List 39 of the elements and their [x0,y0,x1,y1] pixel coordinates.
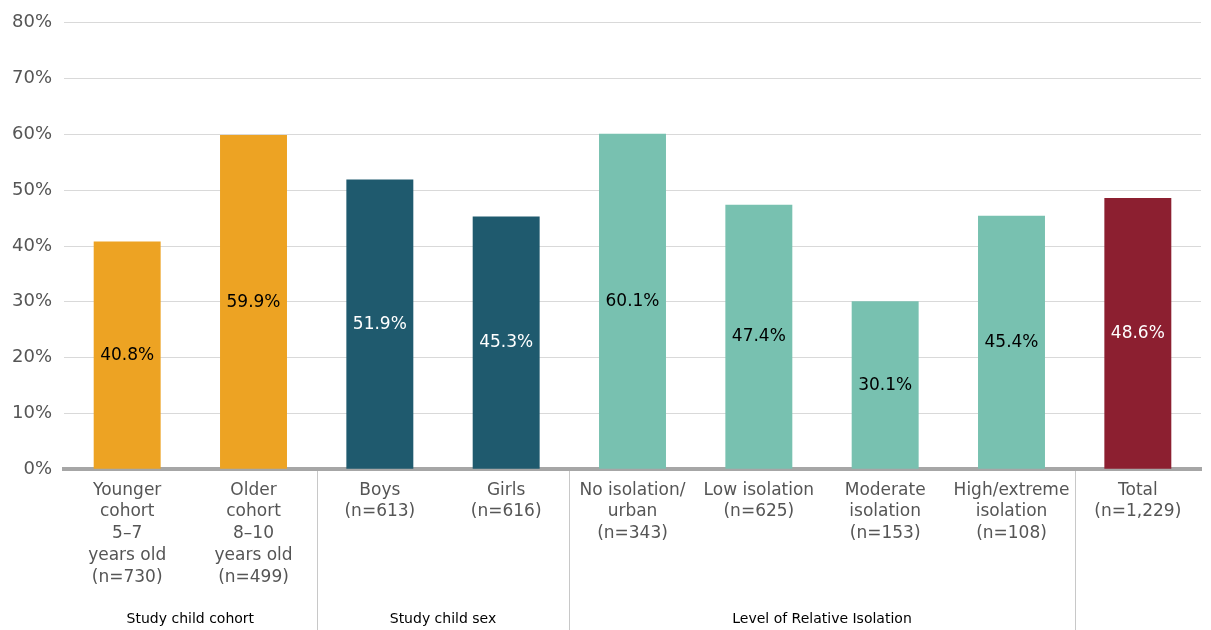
y-tick-label: 50% [11,177,53,199]
y-tick-label: 10% [11,401,53,423]
text: Level of Relative Isolation [732,610,912,626]
bar [725,204,793,469]
y-tick-label: 80% [11,10,53,32]
x-tick-label: Girls (n=616) [470,478,542,521]
x-tick-label: Boys (n=613) [344,478,416,521]
y-tick-label: 40% [11,233,53,255]
data-label: 47.4% [731,325,786,346]
y-tick-label: 0% [23,456,53,478]
text: Study child sex [389,610,497,626]
y-tick-label: 20% [11,345,53,367]
bar [220,134,287,469]
bar [93,241,161,469]
data-label: 45.4% [984,330,1039,351]
data-label: 59.9% [226,290,281,311]
y-tick-label: 30% [11,289,53,311]
bar [599,133,666,469]
bar [346,179,414,469]
y-tick-label: 60% [11,122,53,144]
x-tick-label: Younger cohort 5–7 years old (n=730) [88,478,167,586]
bar [851,301,919,469]
x-tick-label: No isolation/ urban (n=343) [579,478,686,543]
data-label: 51.9% [352,312,407,333]
data-label: 45.3% [479,331,534,352]
bar [978,215,1045,469]
data-label: 48.6% [1110,322,1165,343]
x-tick-label: Older cohort 8–10 years old (n=499) [214,478,293,586]
x-tick-label: Total (n=1,229) [1094,478,1182,521]
data-label: 40.8% [100,343,155,364]
data-label: 60.1% [605,289,660,310]
bar [472,216,540,469]
text: Study child cohort [126,610,255,626]
y-tick-label: 70% [11,66,53,88]
bar [1104,198,1172,469]
data-label: 30.1% [858,373,913,394]
x-tick-label: Moderate isolation (n=153) [844,478,926,543]
x-tick-label: High/extreme isolation (n=108) [953,478,1070,543]
x-tick-label: Low isolation (n=625) [703,478,815,521]
